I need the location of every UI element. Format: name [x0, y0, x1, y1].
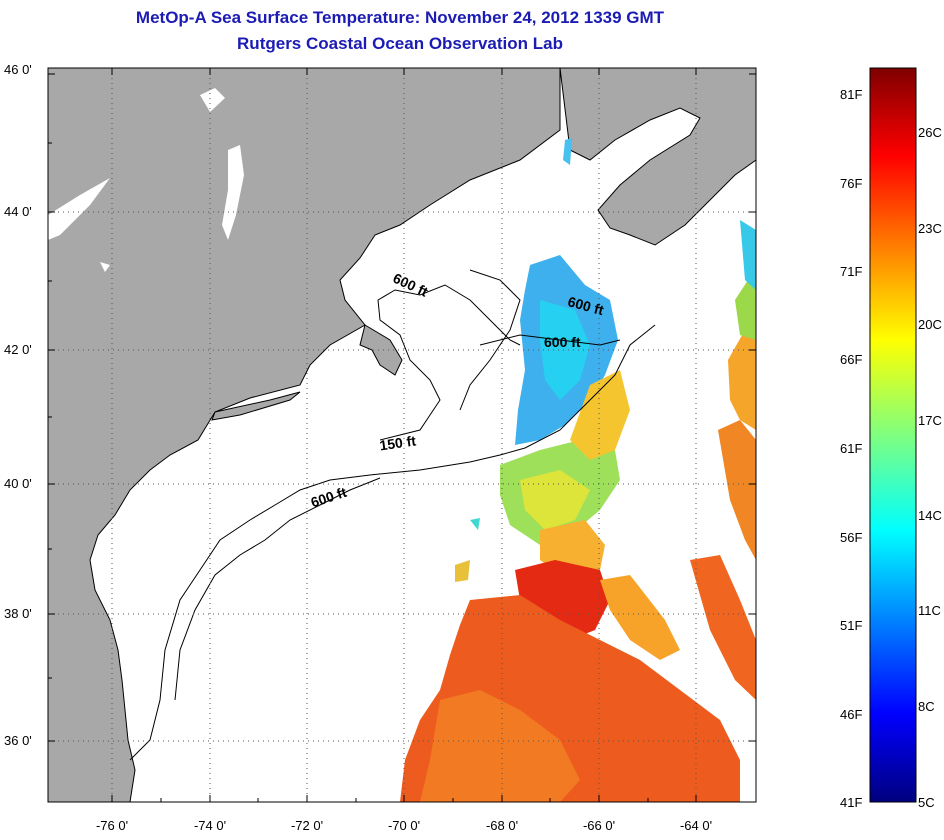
- colorbar-c-label: 23C: [918, 221, 942, 236]
- lat-label: 42 0': [4, 342, 32, 357]
- lon-label: -76 0': [95, 818, 129, 833]
- isobath-line: [459, 269, 521, 411]
- lat-label: 40 0': [4, 476, 32, 491]
- colorbar-c-label: 11C: [918, 603, 941, 618]
- colorbar-f-label: 61F: [840, 441, 863, 456]
- colorbar-c-label: 26C: [918, 125, 942, 140]
- lon-label: -72 0': [290, 818, 324, 833]
- colorbar-f-label: 41F: [840, 795, 863, 810]
- colorbar-c-label: 20C: [918, 317, 942, 332]
- lon-label: -64 0': [679, 818, 713, 833]
- isobath-line: [377, 284, 521, 441]
- isobath-line: [479, 334, 621, 346]
- colorbar-c-label: 17C: [918, 413, 942, 428]
- isobath-line: [129, 324, 656, 761]
- map-title: MetOp-A Sea Surface Temperature: Novembe…: [135, 8, 665, 27]
- lake: [222, 145, 244, 240]
- isobath-label: 600 ft: [309, 484, 349, 511]
- graticule: [48, 68, 756, 802]
- isobath-label: 600 ft: [391, 270, 431, 300]
- lon-label: -70 0': [387, 818, 421, 833]
- lon-label: -74 0': [193, 818, 227, 833]
- land-mass-nova-scotia: [559, 68, 756, 246]
- lon-label: -68 0': [485, 818, 519, 833]
- lake: [200, 88, 225, 112]
- colorbar: [869, 67, 917, 803]
- colorbar-c-label: 5C: [918, 795, 935, 810]
- colorbar-f-label: 71F: [840, 264, 863, 279]
- long-island: [211, 391, 301, 421]
- lat-label: 44 0': [4, 204, 32, 219]
- lake: [100, 262, 110, 272]
- sst-data: [400, 138, 756, 802]
- colorbar-f-label: 76F: [840, 176, 863, 191]
- isobath-label: 150 ft: [378, 432, 417, 453]
- map-frame: [47, 67, 757, 803]
- colorbar-f-label: 51F: [840, 618, 863, 633]
- colorbar-f-label: 81F: [840, 87, 863, 102]
- lake: [48, 178, 110, 240]
- colorbar-f-label: 66F: [840, 352, 863, 367]
- cape-cod: [359, 324, 403, 376]
- lon-label: -66 0': [582, 818, 616, 833]
- colorbar-f-label: 46F: [840, 707, 863, 722]
- lat-label: 38 0': [4, 606, 32, 621]
- isobath-label: 600 ft: [544, 334, 581, 350]
- lat-label: 46 0': [4, 62, 32, 77]
- land-mass-us: [48, 68, 561, 802]
- colorbar-c-label: 8C: [918, 699, 935, 714]
- colorbar-f-label: 56F: [840, 530, 863, 545]
- map-subtitle: Rutgers Coastal Ocean Observation Lab: [237, 34, 563, 53]
- tick-marks: [48, 68, 756, 802]
- isobath-line: [174, 477, 381, 701]
- lat-label: 36 0': [4, 733, 32, 748]
- colorbar-c-label: 14C: [918, 508, 942, 523]
